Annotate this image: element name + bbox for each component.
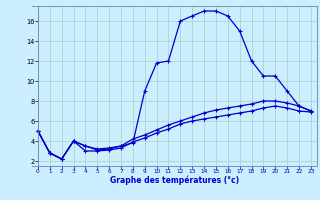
X-axis label: Graphe des températures (°c): Graphe des températures (°c) <box>110 176 239 185</box>
